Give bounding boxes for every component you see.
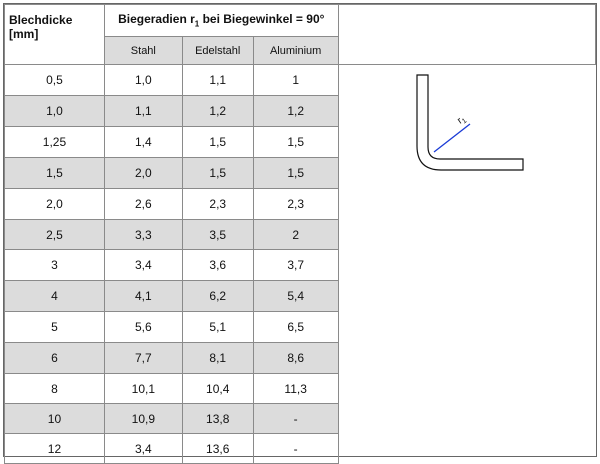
thickness-cell: 6 [4,342,105,374]
stahl-cell: 10,1 [103,373,183,404]
stahl-cell: 1,4 [103,126,183,158]
thickness-cell: 1,0 [4,95,105,127]
bend-radius-table: Blechdicke [mm] Biegeradien r1 bei Biege… [4,4,597,464]
edelstahl-cell: 6,2 [181,280,254,312]
table-row: 2,5 3,3 3,5 2 [4,219,596,250]
thickness-cell: 2,5 [4,219,105,250]
thickness-header: Blechdicke [mm] [4,4,105,65]
aluminium-cell: 1,2 [252,95,339,127]
table-row: 8 10,1 10,4 11,3 [4,373,596,404]
table-row: 3 3,4 3,6 3,7 [4,249,596,281]
aluminium-cell: 1 [252,64,339,96]
aluminium-cell: 1,5 [252,157,339,189]
edelstahl-cell: 8,1 [181,342,254,374]
table-row: 4 4,1 6,2 5,4 [4,280,596,312]
table-row: 10 10,9 13,8- [4,403,596,434]
aluminium-cell: 6,5 [252,311,339,343]
table-row: 1,25 1,4 1,5 1,5 [4,126,596,158]
column-header-stahl: Stahl [103,36,183,65]
column-header-edelstahl: Edelstahl [181,36,254,65]
table-row: 0,5 1,0 1,1 1 [4,64,596,96]
edelstahl-cell: 13,8 [181,403,254,434]
stahl-cell: 1,1 [103,95,183,127]
edelstahl-cell: 1,1 [181,64,254,96]
table-row: 1,5 2,0 1,5 1,5 [4,157,596,189]
radius-label: r1 [455,113,468,127]
aluminium-cell: 3,7 [252,249,339,281]
stahl-cell: 3,4 [103,433,183,464]
edelstahl-cell: 3,6 [181,249,254,281]
aluminium-cell: 5,4 [252,280,339,312]
bent-sheet-outline [416,74,524,171]
bend-radius-table-panel: Blechdicke [mm] Biegeradien r1 bei Biege… [3,3,597,464]
table-row: 12 3,4 13,6- [4,433,596,464]
thickness-cell: 0,5 [4,64,105,96]
edelstahl-cell: 1,2 [181,95,254,127]
radius-arrow [433,123,471,153]
aluminium-cell: 1,5 [252,126,339,158]
radius-header: Biegeradien r1 bei Biegewinkel = 90° [103,4,339,37]
edelstahl-cell: 2,3 [181,188,254,220]
stahl-cell: 10,9 [103,403,183,434]
thickness-cell: 1,5 [4,157,105,189]
edelstahl-cell: 10,4 [181,373,254,404]
table-row: 1,0 1,1 1,2 1,2 [4,95,596,127]
stahl-cell: 3,3 [103,219,183,250]
thickness-cell: 2,0 [4,188,105,220]
aluminium-cell: 8,6 [252,342,339,374]
aluminium-cell: 2 [252,219,339,250]
stahl-cell: 2,0 [103,157,183,189]
thickness-cell: 10 [4,403,105,434]
edelstahl-cell: 3,5 [181,219,254,250]
thickness-cell: 5 [4,311,105,343]
aluminium-cell: - [252,403,339,434]
stahl-cell: 4,1 [103,280,183,312]
aluminium-cell: 11,3 [252,373,339,404]
stahl-cell: 1,0 [103,64,183,96]
bend-diagram: r1 [416,74,524,171]
aluminium-cell: - [252,433,339,464]
diagram-cell [337,4,597,65]
table-row: 6 7,7 8,1 8,6 [4,342,596,374]
